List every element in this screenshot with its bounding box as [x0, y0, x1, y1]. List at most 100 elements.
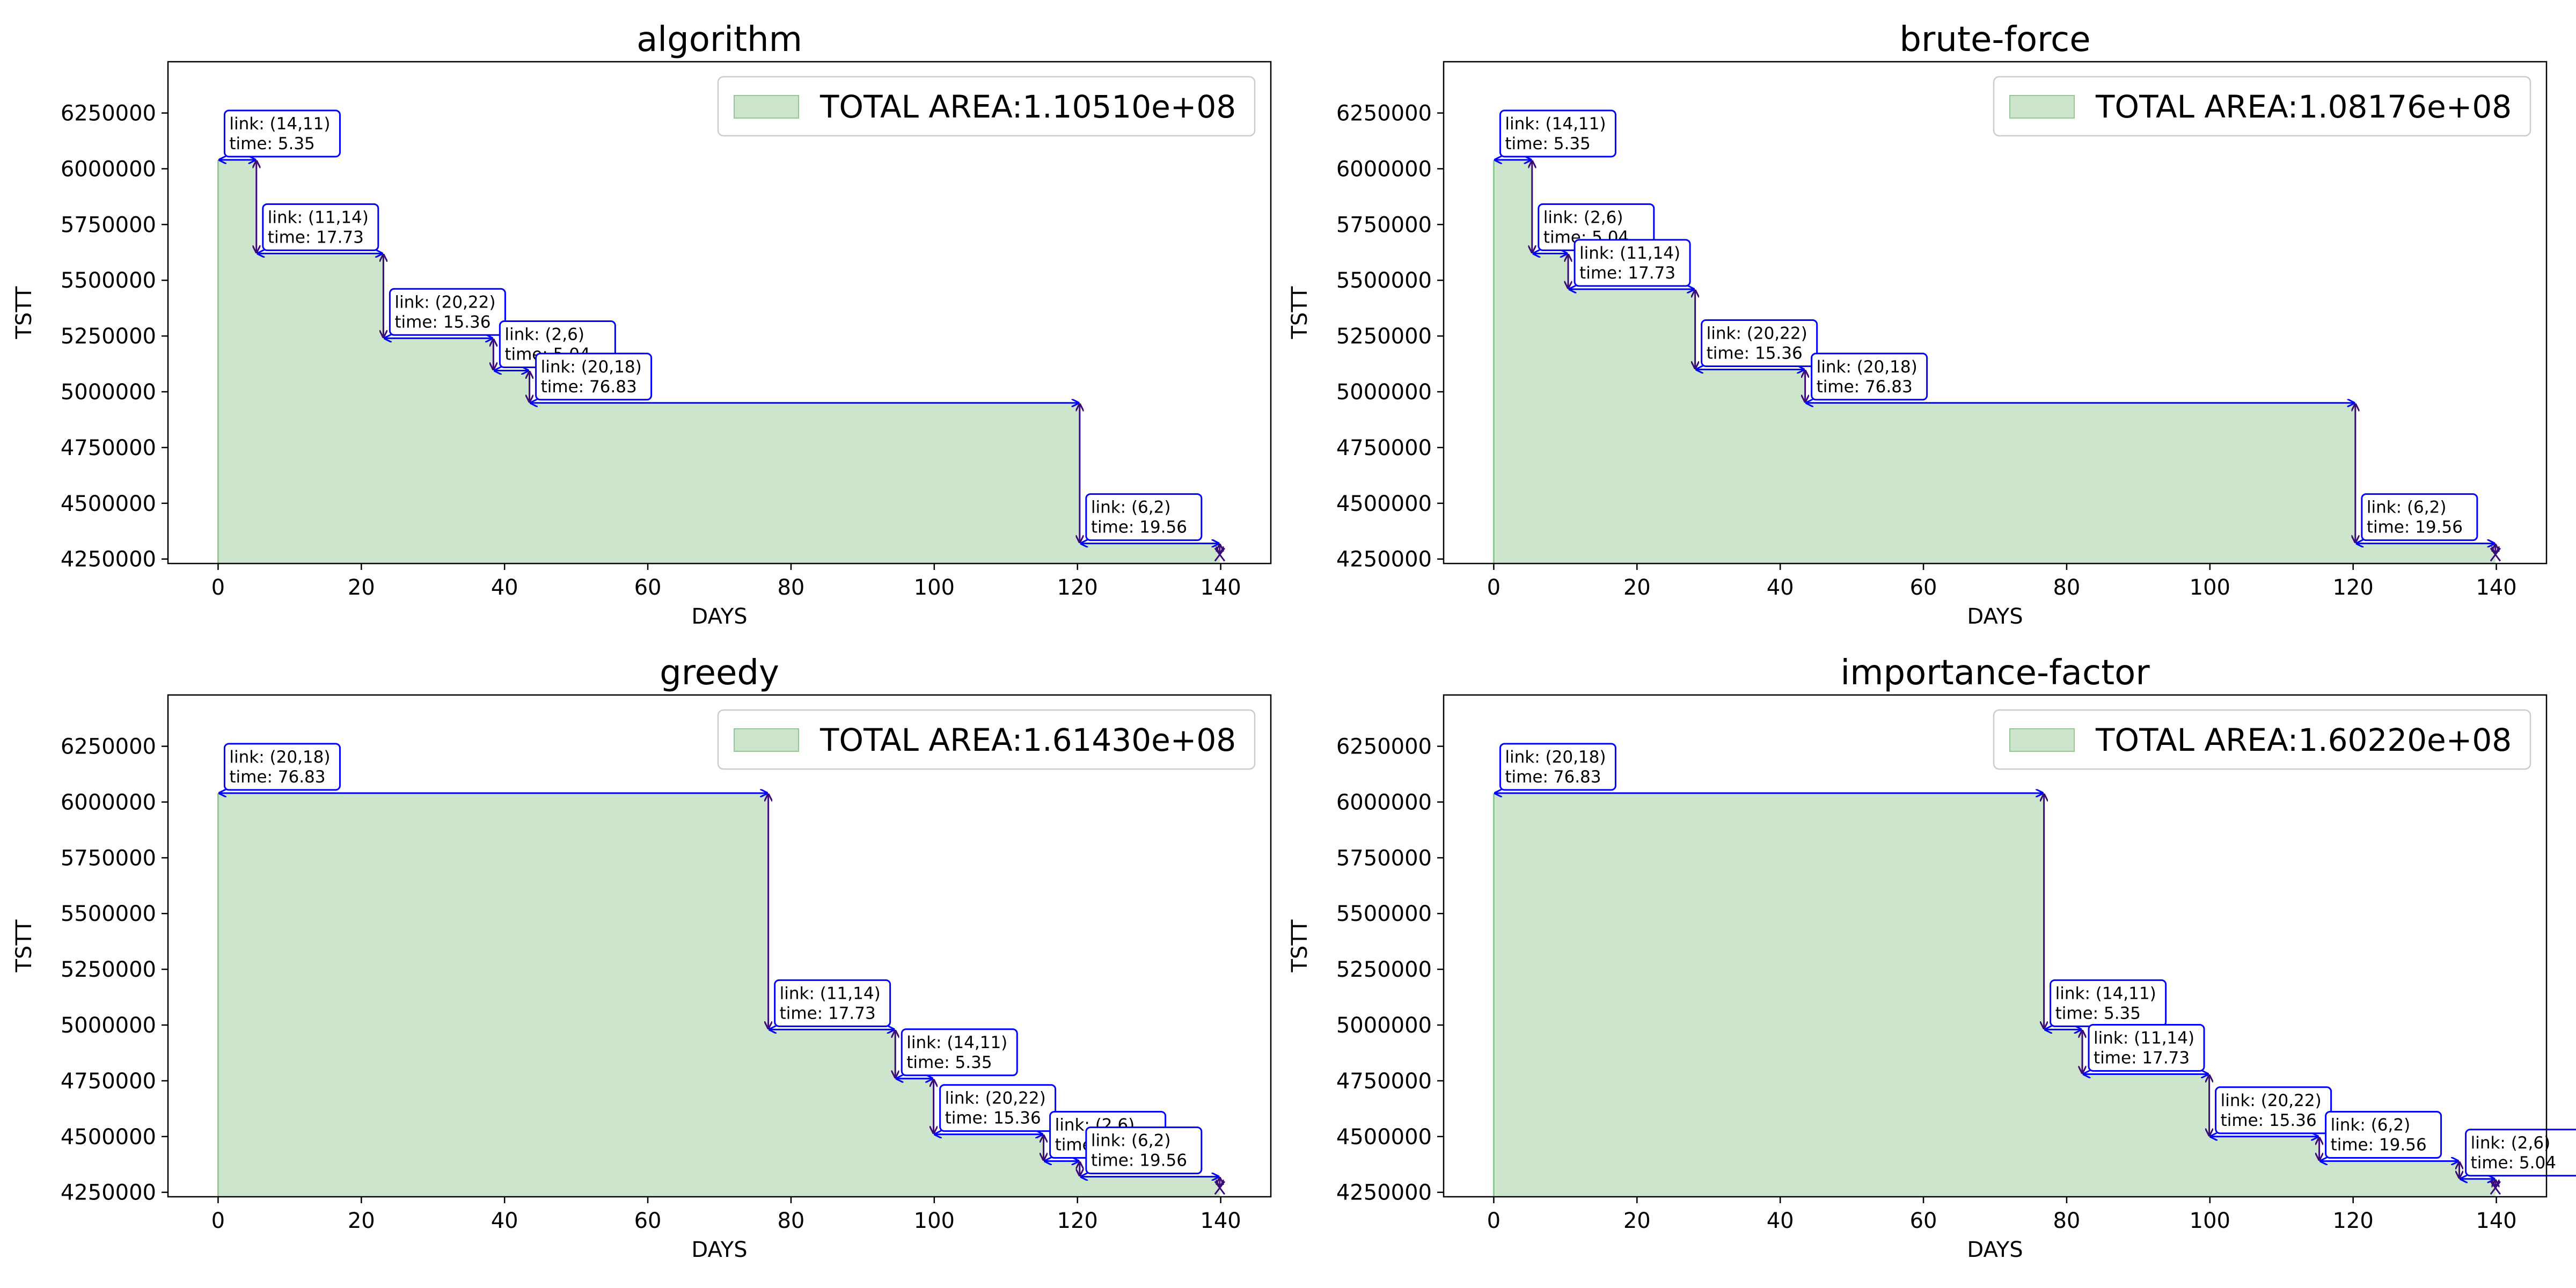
annotation-link: link: (11,14) — [1579, 244, 1680, 263]
link-annotation: link: (14,11)time: 5.35 — [1499, 109, 1616, 158]
annotation-time: time: 5.04 — [2471, 1153, 2556, 1173]
x-tick-label: 20 — [1623, 575, 1651, 600]
legend-label: TOTAL AREA:1.61430e+08 — [819, 722, 1236, 758]
x-tick-label: 20 — [1623, 1209, 1651, 1233]
y-tick-label: 5750000 — [61, 846, 156, 870]
annotation-box — [901, 1028, 1018, 1077]
x-axis-label: DAYS — [691, 1238, 747, 1262]
annotation-time: time: 76.83 — [1505, 767, 1601, 787]
annotation-time: time: 15.36 — [394, 312, 491, 332]
y-tick-label: 5000000 — [61, 1013, 156, 1038]
link-annotation: link: (20,22)time: 15.36 — [1701, 319, 1818, 367]
x-tick-label: 140 — [1200, 575, 1241, 600]
legend-swatch — [734, 728, 799, 752]
legend-swatch — [2009, 95, 2075, 119]
annotation-link: link: (2,6) — [504, 325, 584, 345]
y-tick-label: 6000000 — [1336, 790, 1432, 815]
annotation-time: time: 15.36 — [2221, 1111, 2317, 1130]
link-annotation: link: (11,14)time: 17.73 — [262, 203, 379, 251]
annotation-box — [1811, 353, 1928, 401]
x-tick-label: 80 — [2053, 575, 2080, 600]
annotation-box — [2465, 1129, 2576, 1177]
link-annotation: link: (20,22)time: 15.36 — [939, 1084, 1057, 1132]
annotation-time: time: 19.56 — [1091, 518, 1187, 537]
x-tick-label: 100 — [914, 1209, 955, 1233]
x-tick-label: 0 — [1487, 575, 1501, 600]
x-tick-label: 40 — [491, 575, 518, 600]
annotation-time: time: 5.35 — [1505, 134, 1590, 153]
y-tick-label: 4500000 — [1336, 492, 1432, 516]
annotation-link: link: (20,18) — [1505, 748, 1606, 767]
annotation-time: time: 15.36 — [1707, 343, 1803, 363]
y-tick-label: 4750000 — [61, 1069, 156, 1094]
end-marker — [2490, 1181, 2501, 1195]
annotation-box — [2361, 493, 2478, 541]
y-tick-label: 5500000 — [1336, 268, 1432, 293]
annotation-box — [2088, 1023, 2205, 1072]
annotation-link: link: (11,14) — [780, 984, 881, 1003]
x-tick-label: 100 — [914, 575, 955, 600]
end-marker — [1214, 1181, 1226, 1195]
annotation-time: time: 19.56 — [2331, 1136, 2427, 1155]
x-axis-label: DAYS — [691, 604, 747, 629]
link-annotation: link: (11,14)time: 17.73 — [1574, 239, 1691, 287]
y-tick-label: 5500000 — [1336, 902, 1432, 926]
chart-panel-greedy: greedy link: (20,18)time: 76.83 link: (11,… — [12, 653, 1272, 1262]
annotation-time: time: 17.73 — [1579, 264, 1675, 283]
x-tick-label: 20 — [348, 575, 375, 600]
annotation-time: time: 5.35 — [2055, 1004, 2141, 1023]
x-tick-label: 80 — [2053, 1209, 2080, 1233]
annotation-link: link: (2,6) — [2471, 1133, 2551, 1153]
annotation-box — [1085, 1126, 1203, 1175]
legend-swatch — [2009, 728, 2075, 752]
y-axis-label: TSTT — [12, 919, 36, 973]
link-annotation: link: (6,2)time: 19.56 — [1085, 493, 1203, 541]
annotation-box — [1499, 743, 1616, 791]
legend-label: TOTAL AREA:1.60220e+08 — [2095, 722, 2512, 758]
y-axis-label: TSTT — [12, 286, 36, 340]
annotation-link: link: (14,11) — [906, 1033, 1007, 1052]
y-tick-label: 5500000 — [61, 268, 156, 293]
x-tick-label: 100 — [2190, 1209, 2230, 1233]
annotation-box — [1701, 319, 1818, 367]
annotation-link: link: (20,18) — [541, 357, 642, 377]
y-tick-label: 6250000 — [1336, 101, 1432, 126]
link-annotation: link: (20,18)time: 76.83 — [1499, 743, 1616, 791]
axes-frame — [1443, 694, 2548, 1198]
tstt-area — [218, 159, 1220, 564]
annotation-link: link: (11,14) — [2094, 1028, 2194, 1048]
annotation-time: time: 17.73 — [268, 228, 364, 247]
legend-box — [717, 709, 1256, 770]
y-tick-label: 4500000 — [61, 492, 156, 516]
link-annotation: link: (14,11)time: 5.35 — [901, 1028, 1018, 1077]
link-annotation: link: (20,22)time: 15.36 — [389, 288, 506, 336]
x-axis-label: DAYS — [1967, 604, 2023, 629]
annotation-time: time: 17.73 — [780, 1004, 876, 1023]
x-tick-label: 140 — [2476, 1209, 2516, 1233]
tstt-area — [1494, 159, 2496, 564]
annotation-box — [939, 1084, 1057, 1132]
x-tick-label: 80 — [777, 575, 804, 600]
x-tick-label: 40 — [491, 1209, 518, 1233]
link-annotation: link: (14,11)time: 5.35 — [2050, 979, 2167, 1027]
y-tick-label: 4750000 — [1336, 1069, 1432, 1094]
x-tick-label: 60 — [634, 575, 662, 600]
annotation-time: time: 5.35 — [229, 134, 314, 153]
x-tick-label: 60 — [1910, 575, 1937, 600]
x-tick-label: 0 — [211, 575, 225, 600]
x-tick-label: 140 — [1200, 1209, 1241, 1233]
legend-swatch — [734, 95, 799, 119]
legend: TOTAL AREA:1.60220e+08 — [1993, 709, 2531, 770]
annotation-link: link: (14,11) — [1505, 114, 1606, 134]
annotation-box — [223, 743, 341, 791]
chart-title: importance-factor — [1840, 653, 2150, 693]
legend-box — [1993, 709, 2531, 770]
link-annotation: link: (6,2)time: 19.56 — [1085, 1126, 1203, 1175]
annotation-link: link: (20,22) — [1707, 324, 1807, 343]
y-axis-label: TSTT — [1287, 919, 1312, 973]
axes-frame — [167, 694, 1272, 1198]
link-annotation: link: (20,18)time: 76.83 — [535, 353, 653, 401]
annotation-time: time: 17.73 — [2094, 1048, 2190, 1067]
